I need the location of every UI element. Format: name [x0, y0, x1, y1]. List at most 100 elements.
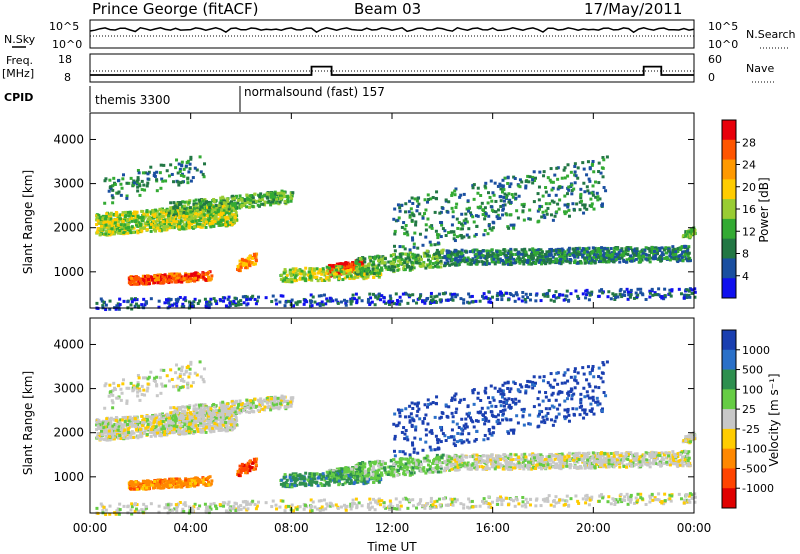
power-cell — [119, 231, 123, 235]
power-cell — [509, 293, 513, 297]
power-cell — [551, 186, 555, 190]
velocity-cell — [190, 416, 194, 420]
power-cell — [123, 214, 127, 218]
power-cell — [519, 252, 523, 256]
power-cell — [467, 206, 471, 210]
power-cell — [605, 260, 609, 264]
power-cell — [126, 210, 130, 214]
power-cell — [512, 223, 516, 227]
power-cell — [599, 171, 603, 175]
power-cell — [222, 223, 226, 227]
power-cell — [122, 173, 126, 177]
power-cell — [227, 295, 231, 299]
power-cell — [548, 248, 552, 252]
power-cell — [366, 275, 370, 279]
noise-tick-hi-right: 10^5 — [708, 20, 738, 33]
power-cell — [561, 293, 565, 297]
velocity-cell — [191, 431, 195, 435]
power-cell — [424, 223, 428, 227]
power-cell — [223, 296, 227, 300]
power-cell — [172, 206, 176, 210]
power-cell — [527, 262, 531, 266]
power-cell — [643, 248, 647, 252]
power-cell — [320, 300, 324, 304]
power-cell — [668, 292, 672, 296]
power-cell — [574, 174, 578, 178]
power-cell — [382, 261, 386, 265]
power-cell — [172, 226, 176, 230]
power-cell — [143, 303, 147, 307]
power-cell — [447, 231, 451, 235]
power-cell — [195, 208, 199, 212]
velocity-cell — [192, 418, 196, 422]
power-cell — [668, 288, 672, 292]
power-cell — [464, 217, 468, 221]
power-cell — [302, 271, 306, 275]
power-cell — [412, 266, 416, 270]
power-cell — [666, 247, 670, 251]
power-cell — [371, 255, 375, 259]
power-cell — [456, 252, 460, 256]
power-cell — [521, 290, 525, 294]
power-cell — [560, 185, 564, 189]
power-cell — [104, 229, 108, 233]
power-cell — [176, 180, 180, 184]
power-cell — [426, 253, 430, 257]
power-cell — [565, 294, 569, 298]
power-cell — [645, 253, 649, 257]
power-cell — [510, 193, 514, 197]
power-cell — [116, 302, 120, 306]
power-cell — [280, 196, 284, 200]
power-cell — [118, 303, 122, 307]
power-cell — [108, 220, 112, 224]
power-cell — [144, 274, 148, 278]
power-cell — [115, 304, 119, 308]
power-cell — [116, 227, 120, 231]
power-cell — [559, 257, 563, 261]
power-cell — [280, 273, 284, 277]
power-cell — [557, 261, 561, 265]
velocity-cell — [131, 418, 135, 422]
power-cell — [127, 214, 131, 218]
power-cell — [404, 224, 408, 228]
power-cell — [577, 261, 581, 265]
velocity-cell — [120, 432, 124, 436]
power-cell — [145, 301, 149, 305]
power-cell — [459, 297, 463, 301]
power-cell — [426, 200, 430, 204]
power-cell — [137, 280, 141, 284]
power-cell — [296, 269, 300, 273]
power-cell — [345, 262, 349, 266]
power-cell — [596, 255, 600, 259]
power-cell — [460, 227, 464, 231]
power-cell — [557, 185, 561, 189]
power-cell — [433, 252, 437, 256]
power-cell — [474, 214, 478, 218]
power-cell — [428, 260, 432, 264]
power-cell — [405, 230, 409, 234]
power-cell — [182, 174, 186, 178]
power-cell — [587, 177, 591, 181]
velocity-cell — [169, 429, 173, 433]
power-cell — [129, 176, 133, 180]
velocity-cell — [216, 415, 220, 419]
velocity-cell — [168, 428, 172, 432]
velocity-cell — [106, 420, 110, 424]
power-cell — [379, 266, 383, 270]
power-cell — [98, 232, 102, 236]
power-cell — [558, 293, 562, 297]
power-cell — [192, 202, 196, 206]
power-cell — [543, 261, 547, 265]
velocity-cell — [147, 415, 151, 419]
power-cell — [443, 261, 447, 265]
power-cell — [555, 249, 559, 253]
power-cell — [567, 249, 571, 253]
power-cell — [389, 260, 393, 264]
power-cell — [495, 250, 499, 254]
power-cell — [146, 181, 150, 185]
power-cell — [161, 220, 165, 224]
power-cell — [450, 191, 454, 195]
power-cell — [517, 250, 521, 254]
velocity-cell — [123, 419, 127, 423]
power-cell — [614, 258, 618, 262]
